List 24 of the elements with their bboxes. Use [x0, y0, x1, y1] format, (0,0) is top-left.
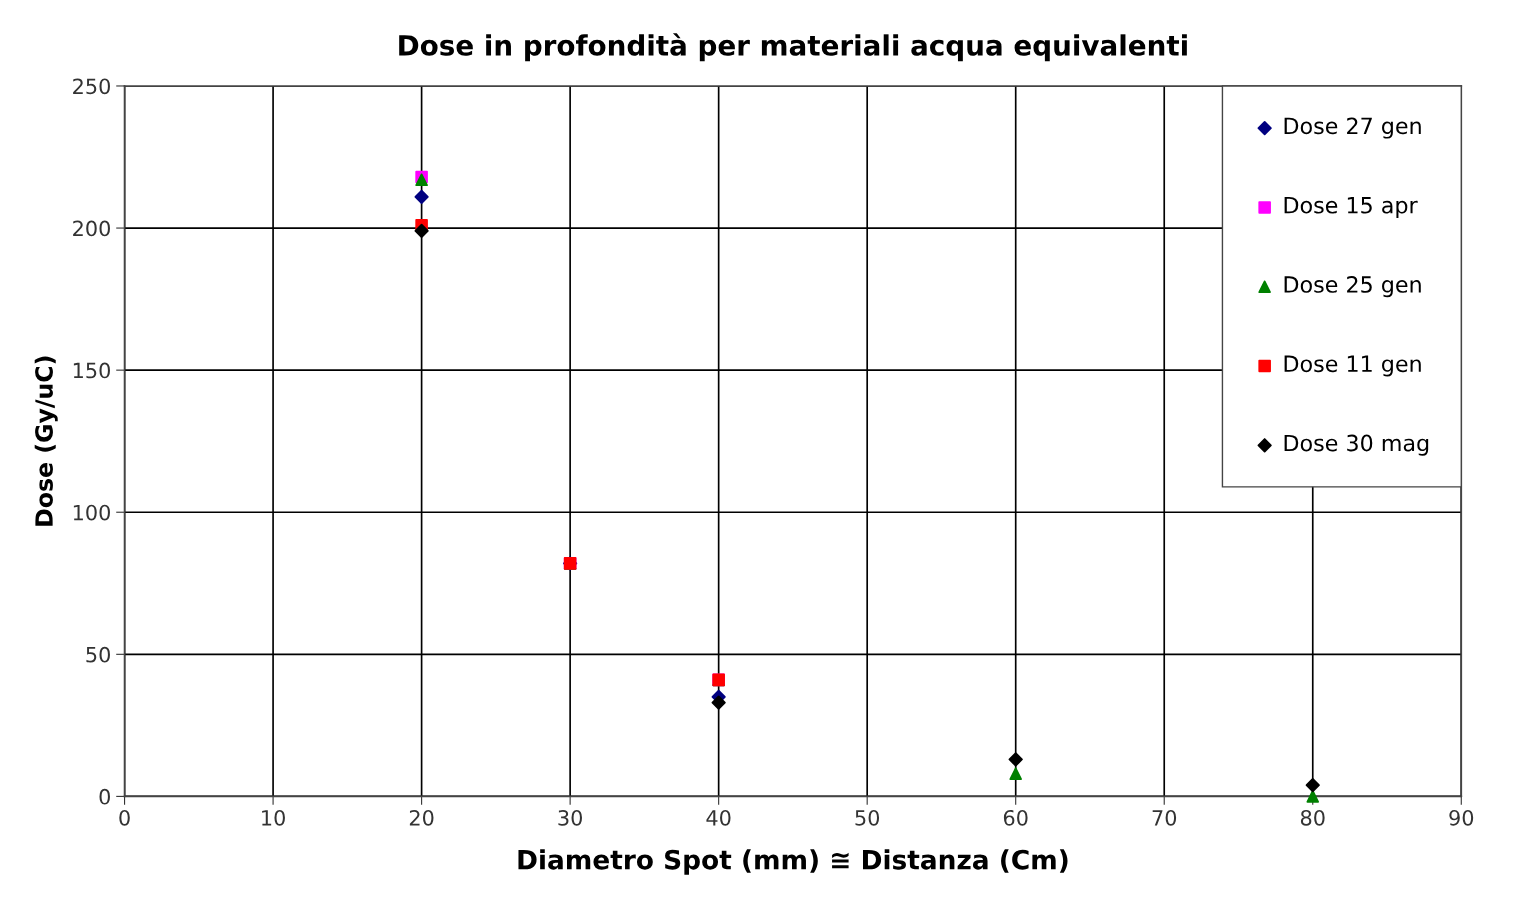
y-axis-title: Dose (Gy/uC) — [34, 356, 58, 526]
x-tick-label: 50 — [855, 809, 880, 826]
x-tick-label: 80 — [1300, 809, 1325, 826]
y-tick-label: 100 — [73, 504, 110, 521]
x-tick-label: 70 — [1152, 809, 1177, 826]
y-tick-label: 150 — [73, 362, 110, 379]
x-tick-label: 40 — [706, 809, 731, 826]
legend-label: Dose 15 apr — [1284, 197, 1418, 218]
legend-label: Dose 30 mag — [1284, 434, 1429, 456]
x-tick-label: 30 — [558, 809, 582, 826]
legend-label: Dose 11 gen — [1284, 355, 1421, 377]
x-axis-title: Diametro Spot (mm) ≅ Distanza (Cm) — [518, 849, 1068, 875]
x-tick-label: 20 — [409, 809, 434, 826]
x-tick-label: 10 — [262, 809, 285, 826]
y-tick-label: 0 — [99, 788, 110, 805]
x-tick-label: 60 — [1003, 809, 1028, 826]
y-tick-label: 200 — [73, 220, 110, 237]
legend-label: Dose 27 gen — [1284, 117, 1421, 139]
chart-title: Dose in profondità per materiali acqua equivalenti — [399, 33, 1187, 62]
x-tick-label: 0 — [119, 809, 130, 826]
y-tick-label: 50 — [86, 646, 110, 663]
x-tick-label: 90 — [1449, 809, 1474, 826]
legend-label: Dose 25 gen — [1284, 276, 1421, 298]
y-tick-label: 250 — [73, 78, 110, 95]
